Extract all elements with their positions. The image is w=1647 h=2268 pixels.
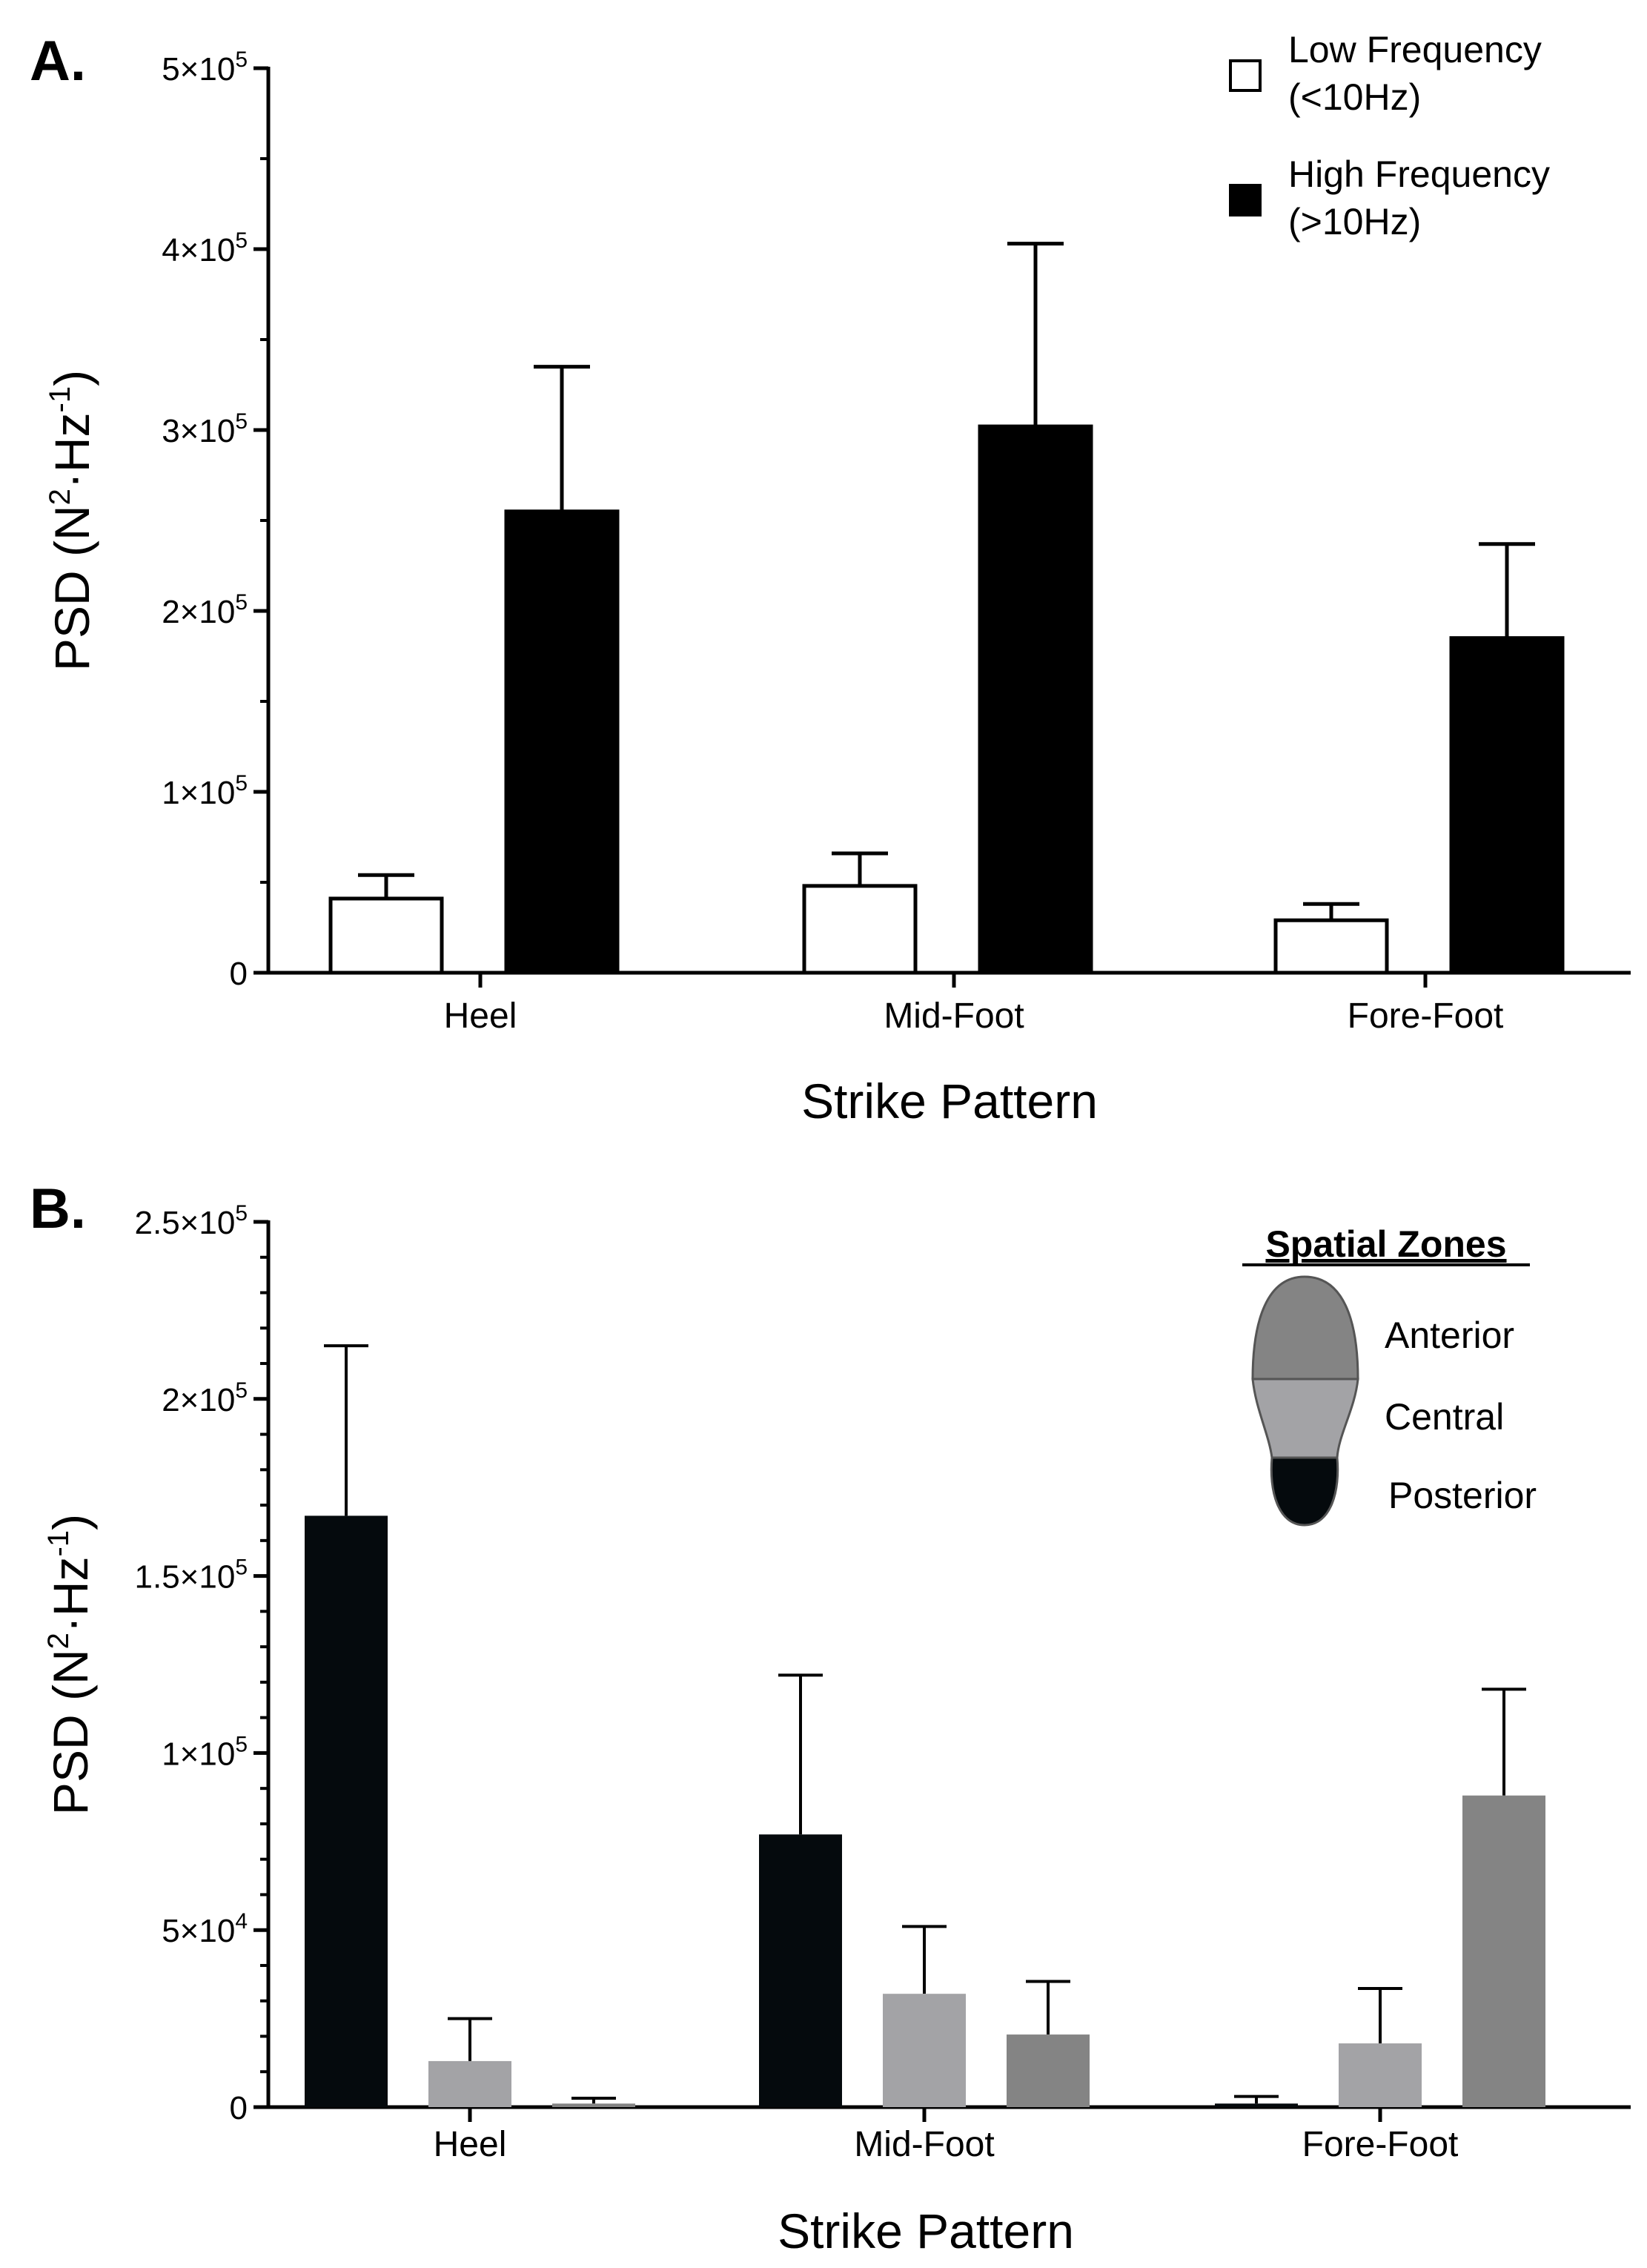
panel-a-x-title: Strike Pattern	[801, 1074, 1098, 1128]
panel-b-legend-label: Posterior	[1388, 1475, 1537, 1516]
panel-b-y-tick-label-exponent: 5	[235, 1378, 248, 1403]
footprint-posterior-zone	[1270, 1456, 1339, 1527]
panel-a-y-tick-label-mantissa: 5	[162, 51, 179, 87]
panel-a-bar-low	[328, 896, 444, 975]
panel-b-y-tick-label-times: ×10	[180, 1205, 236, 1241]
panel-a-bar-low	[1273, 918, 1389, 975]
panel-a-y-title-text: PSD (N2·Hz-1)	[44, 370, 99, 671]
panel-b-y-tick-label-exponent: 4	[235, 1909, 248, 1934]
panel-b-y-tick-label: 5×104	[162, 1909, 248, 1949]
panel-a-y-tick-label-mantissa: 0	[230, 956, 248, 992]
panel-b-bar-anterior	[1007, 2034, 1090, 2107]
panel-a-y-tick-label-times: ×10	[180, 413, 236, 449]
panel-b-category-label: Fore-Foot	[1302, 2125, 1459, 2164]
panel-b-y-tick-label-exponent: 5	[235, 1201, 248, 1226]
panel-b-y-title-text: PSD (N2·Hz-1)	[42, 1514, 98, 1815]
panel-a-legend-label: High Frequency	[1288, 153, 1550, 195]
panel-b-y-tick-label-mantissa: 2.5	[135, 1205, 180, 1241]
panel-a-y-tick-label-mantissa: 3	[162, 413, 179, 449]
panel-a-bar-high	[1449, 636, 1565, 975]
panel-b-bar-posterior	[305, 1515, 388, 2107]
panel-b-bar-central	[428, 2060, 511, 2107]
panel-b-bar-posterior	[759, 1834, 842, 2107]
panel-a-y-tick-label: 2×105	[162, 590, 248, 630]
panel-a-y-tick-label-exponent: 5	[235, 590, 248, 615]
panel-a-legend-label: (<10Hz)	[1288, 76, 1421, 118]
panel-a-y-tick-label-exponent: 5	[235, 409, 248, 434]
panel-a-y-tick-label: 1×105	[162, 771, 248, 811]
panel-b-x-title: Strike Pattern	[778, 2203, 1074, 2258]
panel-b-legend-label: Central	[1385, 1396, 1504, 1438]
panel-b-label: B.	[30, 1177, 86, 1240]
panel-a-y-tick-label-exponent: 5	[235, 228, 248, 253]
panel-a-y-tick-label-mantissa: 4	[162, 232, 179, 268]
panel-b-y-tick-label-times: ×10	[180, 1736, 236, 1772]
panel-a-legend-swatch	[1229, 184, 1262, 216]
panel-b-y-tick-label-times: ×10	[180, 1559, 236, 1596]
footprint-icon	[1251, 1275, 1359, 1527]
panel-a-y-tick-label-times: ×10	[180, 594, 236, 630]
panel-b-y-tick-label: 1.5×105	[135, 1555, 248, 1596]
footprint-anterior-zone	[1251, 1275, 1359, 1381]
panel-a-y-tick-label-exponent: 5	[235, 47, 248, 72]
panel-b-category-label: Heel	[434, 2125, 507, 2164]
panel-b-y-tick-label-times: ×10	[180, 1913, 236, 1949]
panel-b-y-tick-label-exponent: 5	[235, 1555, 248, 1580]
panel-a-y-tick-label: 0	[230, 956, 248, 992]
panel-a-legend-label: (>10Hz)	[1288, 201, 1421, 242]
panel-a-y-title: PSD (N2·Hz-1)	[44, 370, 99, 671]
panel-b-y-tick-label: 0	[230, 2090, 248, 2126]
panel-b-bar-central	[1339, 2043, 1422, 2107]
panel-b-category-label: Mid-Foot	[854, 2125, 994, 2164]
footprint-central-zone	[1251, 1378, 1359, 1459]
panel-b-bar-posterior	[1215, 2103, 1298, 2107]
panel-b-bar-central	[883, 1994, 966, 2107]
panel-b-y-tick-label: 2×105	[162, 1378, 248, 1418]
panel-a-y-tick-label-times: ×10	[180, 775, 236, 811]
panel-b-y-title: PSD (N2·Hz-1)	[42, 1514, 98, 1815]
panel-b-bar-anterior	[552, 2103, 635, 2107]
panel-b-y-tick-label: 1×105	[162, 1732, 248, 1772]
panel-b-y-tick-label-mantissa: 0	[230, 2090, 248, 2126]
panel-b-y-tick-label-exponent: 5	[235, 1732, 248, 1756]
panel-a-y-tick-label: 4×105	[162, 228, 248, 268]
panel-a-legend-label: Low Frequency	[1288, 29, 1542, 70]
panel-a-category-label: Heel	[444, 996, 517, 1036]
panel-b-y-tick-label: 2.5×105	[135, 1201, 248, 1241]
panel-a-y-tick-label: 3×105	[162, 409, 248, 449]
panel-a-bar-high	[978, 424, 1093, 975]
panel-a-y-tick-label-times: ×10	[180, 232, 236, 268]
panel-a-y-tick-label-exponent: 5	[235, 771, 248, 796]
panel-a-category-label: Fore-Foot	[1348, 996, 1504, 1036]
panel-a-bar-low	[802, 884, 918, 975]
panel-a-y-tick-label-mantissa: 1	[162, 775, 179, 811]
panel-a-y-tick-label: 5×105	[162, 47, 248, 87]
panel-b-y-tick-label-mantissa: 1	[162, 1736, 179, 1772]
panel-b-y-tick-label-mantissa: 5	[162, 1913, 179, 1949]
panel-b-bar-anterior	[1462, 1795, 1545, 2107]
panel-a-y-tick-label-mantissa: 2	[162, 594, 179, 630]
panel-b-legend-title: Spatial Zones	[1265, 1223, 1506, 1265]
panel-a-y-tick-label-times: ×10	[180, 51, 236, 87]
panel-a-label: A.	[30, 30, 86, 93]
panel-b-y-tick-label-mantissa: 1.5	[135, 1559, 180, 1596]
panel-b-y-tick-label-mantissa: 2	[162, 1382, 179, 1418]
panel-b-y-tick-label-times: ×10	[180, 1382, 236, 1418]
panel-b-legend-label: Anterior	[1385, 1315, 1514, 1356]
panel-a-legend-swatch	[1229, 59, 1262, 92]
panel-a-bar-high	[504, 509, 620, 975]
panel-a-category-label: Mid-Foot	[884, 996, 1024, 1036]
